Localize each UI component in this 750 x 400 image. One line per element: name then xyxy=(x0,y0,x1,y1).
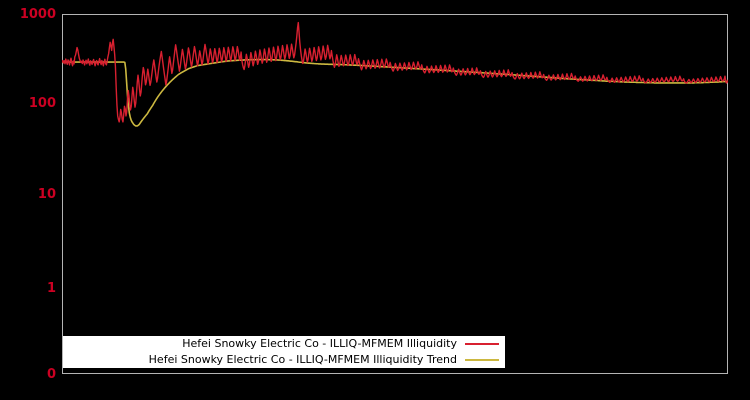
series-line-illiquidity-trend xyxy=(62,58,728,127)
series-illiquidity-group xyxy=(62,21,728,123)
legend-entry-illiquidity-trend: Hefei Snowky Electric Co - ILLIQ-MFMEM I… xyxy=(63,352,505,368)
series-trend-group xyxy=(62,58,728,127)
y-axis: 1000 100 10 1 0 xyxy=(0,0,56,400)
legend: Hefei Snowky Electric Co - ILLIQ-MFMEM I… xyxy=(63,336,505,368)
legend-swatch-illiquidity-trend xyxy=(465,359,499,361)
plot-area xyxy=(62,14,728,374)
series-line-illiquidity xyxy=(62,21,728,123)
y-tick-label-0: 0 xyxy=(46,367,56,382)
legend-swatch-illiquidity xyxy=(465,343,499,345)
legend-label-illiquidity-trend: Hefei Snowky Electric Co - ILLIQ-MFMEM I… xyxy=(148,353,457,366)
legend-entry-illiquidity: Hefei Snowky Electric Co - ILLIQ-MFMEM I… xyxy=(63,336,505,352)
y-tick-label-100: 100 xyxy=(28,96,56,111)
plot-canvas xyxy=(62,21,728,127)
y-tick-label-1000: 1000 xyxy=(19,7,56,22)
y-tick-label-10: 10 xyxy=(37,187,56,202)
legend-label-illiquidity: Hefei Snowky Electric Co - ILLIQ-MFMEM I… xyxy=(182,337,457,350)
y-tick-label-1: 1 xyxy=(46,281,56,296)
